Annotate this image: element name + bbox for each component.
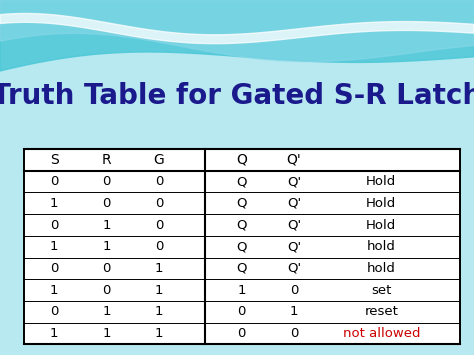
Text: Q: Q	[237, 262, 247, 275]
Text: Hold: Hold	[366, 219, 396, 231]
Text: hold: hold	[367, 262, 396, 275]
Text: 0: 0	[50, 175, 58, 188]
Text: 1: 1	[102, 219, 111, 231]
Text: Q': Q'	[287, 240, 301, 253]
Text: Q': Q'	[287, 197, 301, 210]
Text: 0: 0	[50, 305, 58, 318]
Text: Q: Q	[237, 219, 247, 231]
Text: Q': Q'	[287, 153, 301, 167]
Text: 1: 1	[50, 284, 58, 297]
Text: 0: 0	[155, 240, 163, 253]
Text: 0: 0	[237, 305, 246, 318]
Text: 1: 1	[155, 327, 163, 340]
Text: 0: 0	[155, 175, 163, 188]
Text: 0: 0	[155, 197, 163, 210]
Text: 1: 1	[102, 327, 111, 340]
Bar	[24, 149, 460, 344]
Text: G: G	[154, 153, 164, 167]
Text: Hold: Hold	[366, 197, 396, 210]
Text: Q: Q	[237, 153, 247, 167]
Text: 1: 1	[102, 305, 111, 318]
Text: Q: Q	[237, 175, 247, 188]
Text: 0: 0	[50, 219, 58, 231]
Text: 0: 0	[102, 284, 111, 297]
Text: Q': Q'	[287, 175, 301, 188]
Text: set: set	[371, 284, 392, 297]
Text: Hold: Hold	[366, 175, 396, 188]
Text: 1: 1	[50, 327, 58, 340]
Text: Q': Q'	[287, 219, 301, 231]
Text: 0: 0	[290, 327, 298, 340]
Text: 1: 1	[50, 197, 58, 210]
Text: reset: reset	[365, 305, 398, 318]
Text: Q': Q'	[287, 262, 301, 275]
Text: 0: 0	[290, 284, 298, 297]
Text: Q: Q	[237, 197, 247, 210]
Text: 1: 1	[155, 284, 163, 297]
Text: S: S	[50, 153, 59, 167]
Text: 0: 0	[102, 197, 111, 210]
Text: 0: 0	[155, 219, 163, 231]
Text: Q: Q	[237, 240, 247, 253]
Text: 0: 0	[102, 175, 111, 188]
Text: R: R	[102, 153, 111, 167]
Text: 1: 1	[102, 240, 111, 253]
Text: 0: 0	[50, 262, 58, 275]
Text: Truth Table for Gated S-R Latch: Truth Table for Gated S-R Latch	[0, 82, 474, 110]
Text: 1: 1	[155, 305, 163, 318]
Text: 0: 0	[237, 327, 246, 340]
Text: 1: 1	[237, 284, 246, 297]
Text: 1: 1	[155, 262, 163, 275]
Text: not allowed: not allowed	[343, 327, 420, 340]
Text: 1: 1	[50, 240, 58, 253]
Text: 1: 1	[290, 305, 298, 318]
Text: hold: hold	[367, 240, 396, 253]
Text: 0: 0	[102, 262, 111, 275]
